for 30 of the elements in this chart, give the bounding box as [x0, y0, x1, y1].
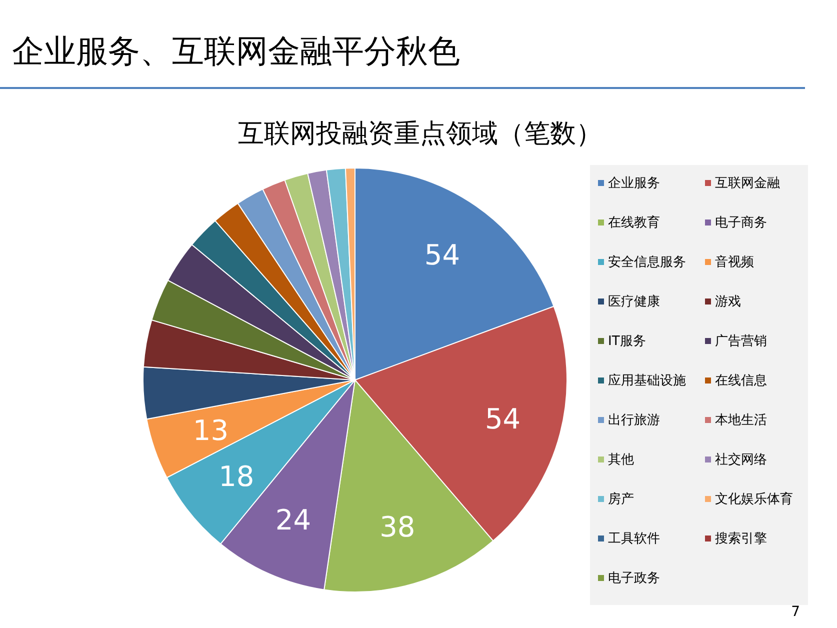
chart-subtitle: 互联网投融资重点领域（笔数）: [238, 119, 602, 149]
legend-label: 社交网络: [715, 452, 767, 468]
legend-label: 房产: [608, 491, 634, 507]
legend-label: 搜索引擎: [715, 532, 767, 546]
legend-label: 在线信息: [715, 374, 767, 388]
legend-label: 广告营销: [715, 334, 767, 349]
text: 7: [791, 604, 800, 620]
legend-label: 医疗健康: [608, 294, 660, 310]
data-label: 13: [192, 414, 229, 447]
legend-label: 本地生活: [715, 413, 767, 428]
legend-label: 电子政务: [608, 571, 660, 586]
legend-label: 在线教育: [608, 214, 660, 230]
legend-label: 音视频: [715, 255, 754, 270]
data-label: 38: [380, 510, 416, 544]
data-label: 54: [484, 402, 521, 436]
legend-label: 安全信息服务: [608, 254, 686, 270]
data-label: 54: [424, 238, 460, 272]
legend-label: 其他: [608, 452, 634, 468]
legend-label: 互联网金融: [715, 176, 780, 191]
legend-label: 电子商务: [715, 216, 767, 230]
chart-title: 企业服务、互联网金融平分秋色: [12, 32, 460, 70]
data-label: 18: [218, 460, 254, 494]
legend-label: 游戏: [715, 294, 741, 310]
legend-label: 应用基础设施: [608, 372, 686, 388]
legend-label: IT服务: [608, 334, 646, 349]
legend-label: 企业服务: [608, 176, 660, 191]
legend-label: 文化娱乐体育: [715, 491, 793, 507]
legend-label: 工具软件: [608, 532, 660, 546]
legend-label: 出行旅游: [608, 413, 660, 428]
data-label: 24: [275, 504, 312, 537]
